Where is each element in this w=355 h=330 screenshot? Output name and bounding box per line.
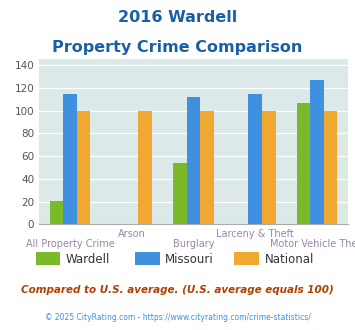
Text: © 2025 CityRating.com - https://www.cityrating.com/crime-statistics/: © 2025 CityRating.com - https://www.city… [45, 314, 310, 322]
Bar [297, 103, 310, 224]
Bar [50, 201, 63, 224]
Text: Burglary: Burglary [173, 239, 214, 249]
Text: 2016 Wardell: 2016 Wardell [118, 10, 237, 25]
Text: Larceny & Theft: Larceny & Theft [216, 229, 294, 239]
Text: National: National [264, 252, 314, 266]
Text: Wardell: Wardell [66, 252, 110, 266]
Bar [63, 93, 77, 224]
Bar [248, 93, 262, 224]
Bar [310, 80, 324, 224]
Bar [200, 111, 214, 224]
Text: Property Crime Comparison: Property Crime Comparison [52, 40, 303, 54]
Bar [173, 163, 187, 224]
Text: All Property Crime: All Property Crime [26, 239, 114, 249]
Bar [138, 111, 152, 224]
Text: Missouri: Missouri [165, 252, 214, 266]
Bar [187, 97, 200, 224]
Bar [262, 111, 275, 224]
Text: Compared to U.S. average. (U.S. average equals 100): Compared to U.S. average. (U.S. average … [21, 285, 334, 295]
Text: Arson: Arson [118, 229, 146, 239]
Bar [77, 111, 90, 224]
Text: Motor Vehicle Theft: Motor Vehicle Theft [270, 239, 355, 249]
Bar [324, 111, 337, 224]
